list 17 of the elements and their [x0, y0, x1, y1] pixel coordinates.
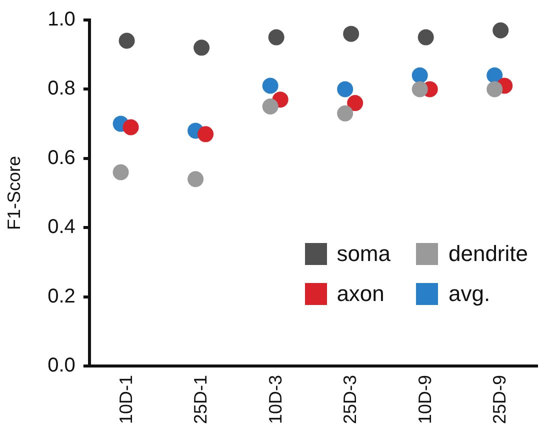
y-tick-label: 0.2: [48, 285, 76, 308]
legend-label: axon: [336, 281, 384, 307]
y-tick-label: 0.4: [48, 216, 76, 238]
y-axis-title: F1-Score: [4, 156, 24, 230]
x-tick-label: 10D-1: [116, 374, 136, 424]
y-tick-label: 0.0: [48, 354, 76, 376]
legend-label: avg.: [448, 281, 490, 307]
y-tick-label: 0.8: [48, 78, 76, 100]
y-tick-label: 1.0: [48, 8, 76, 31]
x-tick-label: 25D-3: [340, 374, 360, 424]
x-tick-label: 25D-1: [190, 374, 211, 424]
y-tick-label: 0.6: [48, 146, 76, 169]
legend-label: soma: [336, 241, 390, 267]
x-tick-label: 10D-3: [265, 374, 286, 424]
legend-label: dendrite: [448, 241, 528, 267]
x-tick-label: 10D-9: [414, 374, 435, 424]
x-tick-label: 25D-9: [490, 374, 510, 424]
